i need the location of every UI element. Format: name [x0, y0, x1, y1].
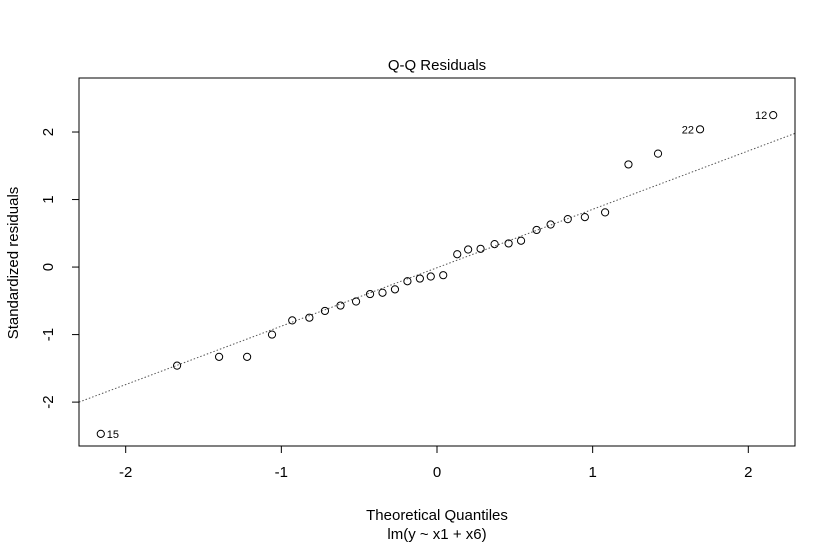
data-point [624, 160, 633, 169]
data-point [336, 301, 345, 310]
x-tick-label: 1 [588, 464, 596, 481]
point-label: 12 [755, 110, 767, 122]
data-point [390, 285, 400, 294]
data-point [351, 297, 361, 306]
y-tick-label: -2 [40, 395, 57, 408]
point-labels-layer: 15 22 12 [107, 110, 767, 441]
data-point [426, 272, 435, 281]
chart-title: Q-Q Residuals [388, 57, 486, 74]
x-tick-label: -2 [119, 464, 132, 481]
chart-subtitle: lm(y ~ x1 + x6) [387, 526, 486, 543]
x-tick-label: 0 [433, 464, 441, 481]
data-point [403, 277, 412, 286]
x-axis-label: Theoretical Quantiles [366, 507, 508, 524]
reference-line-layer [78, 132, 796, 403]
points-layer [96, 111, 778, 438]
data-point [415, 274, 424, 283]
data-point [267, 330, 277, 339]
qq-reference-line [78, 132, 796, 403]
data-point [453, 250, 462, 259]
data-point [546, 220, 555, 229]
data-point [365, 289, 375, 299]
data-point [653, 149, 663, 158]
data-point [439, 271, 448, 280]
data-point [172, 361, 182, 370]
y-tick-label: 2 [40, 128, 57, 136]
data-point [320, 306, 330, 316]
x-tick-label: 2 [744, 464, 752, 481]
data-point [580, 212, 589, 222]
data-point [504, 239, 513, 248]
data-point [305, 313, 314, 322]
y-axis-label: Standardized residuals [5, 187, 22, 340]
y-tick-label: 1 [40, 195, 57, 203]
data-point [243, 352, 252, 361]
data-point [214, 352, 224, 361]
data-point [769, 111, 778, 120]
data-point [96, 429, 105, 438]
y-tick-label: -1 [40, 328, 57, 341]
y-tick-label: 0 [40, 263, 57, 271]
x-tick-label: -1 [275, 464, 288, 481]
data-point [378, 288, 387, 297]
data-point [695, 125, 705, 134]
data-point [563, 215, 572, 224]
data-point [516, 236, 526, 245]
data-point [288, 316, 297, 325]
data-point [464, 245, 473, 254]
point-label: 15 [107, 429, 119, 441]
data-point [532, 225, 541, 235]
plot-frame [78, 77, 796, 447]
data-point [490, 240, 499, 249]
data-point [601, 208, 610, 217]
data-point [476, 244, 485, 253]
point-label: 22 [682, 124, 694, 136]
